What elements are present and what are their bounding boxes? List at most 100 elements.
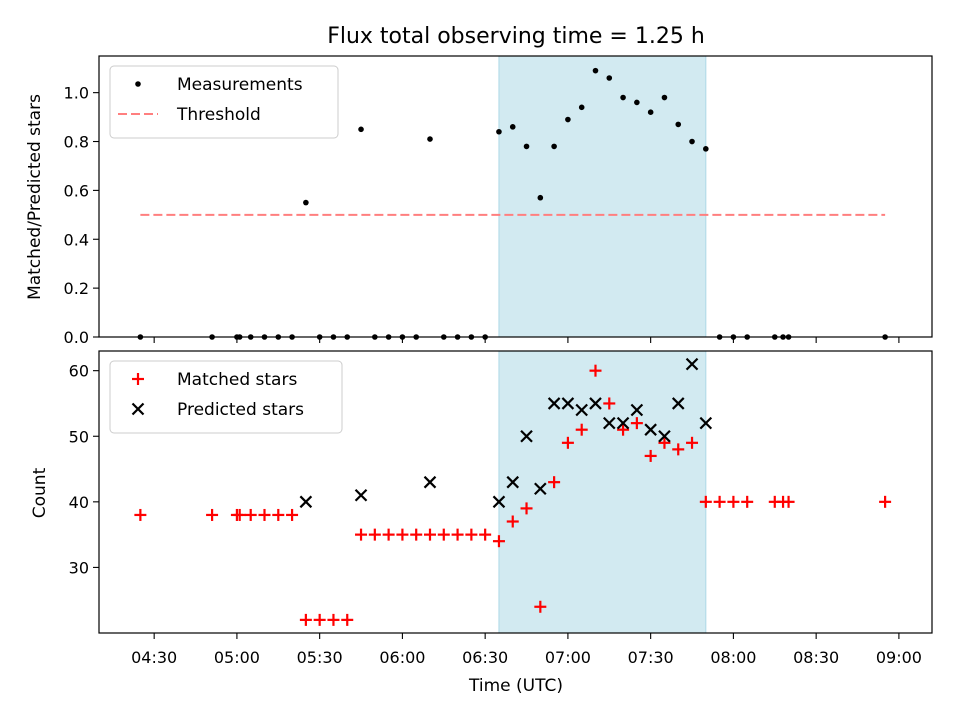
x-tick-label: 08:00 bbox=[710, 648, 756, 667]
measurement-point bbox=[634, 99, 640, 106]
legend-label: Predicted stars bbox=[177, 400, 304, 420]
matched-star-point bbox=[589, 364, 602, 377]
predicted-star-point bbox=[616, 416, 630, 430]
measurement-point bbox=[509, 124, 516, 130]
matched-star-point bbox=[506, 515, 519, 528]
matched-star-point bbox=[258, 508, 271, 521]
predicted-star-point bbox=[492, 495, 506, 509]
matched-star-point bbox=[313, 613, 326, 626]
legend-entry: Threshold bbox=[118, 105, 261, 125]
matched-star-point bbox=[272, 508, 285, 521]
matched-star-point bbox=[396, 528, 409, 541]
top-y-axis-label: Matched/Predicted stars bbox=[25, 94, 45, 300]
observing-window-shade-top bbox=[498, 55, 707, 338]
chart-title: Flux total observing time = 1.25 h bbox=[327, 24, 705, 49]
legend-box bbox=[109, 65, 339, 139]
predicted-star-point bbox=[354, 489, 368, 502]
bottom-legend: Matched stars Predicted stars bbox=[109, 360, 343, 434]
matched-star-point bbox=[327, 613, 340, 626]
matched-star-point bbox=[341, 613, 354, 626]
matched-star-point bbox=[286, 508, 299, 521]
measurement-point bbox=[303, 199, 309, 206]
predicted-star-point bbox=[299, 495, 313, 509]
x-tick-label: 06:00 bbox=[379, 648, 425, 667]
measurement-point bbox=[358, 126, 364, 133]
measurement-point bbox=[537, 194, 544, 201]
legend-entry: Matched stars bbox=[132, 370, 297, 390]
x-tick-label: 05:00 bbox=[214, 648, 260, 667]
top-x-ticks bbox=[153, 337, 900, 343]
predicted-star-point bbox=[671, 397, 685, 410]
predicted-star-point bbox=[630, 403, 644, 417]
y-tick-label: 0.2 bbox=[64, 279, 89, 298]
matched-star-point bbox=[520, 502, 533, 515]
predicted-star-point bbox=[534, 482, 547, 495]
bottom-plot-frame bbox=[98, 350, 933, 634]
measurement-point bbox=[496, 128, 502, 135]
measurement-point bbox=[647, 109, 654, 115]
measurement-point bbox=[606, 75, 613, 81]
top-panel: 0.0 0.2 0.4 0.6 0.8 1.0 Matched/Predicted sta… bbox=[25, 55, 933, 347]
measurement-point bbox=[427, 136, 433, 142]
matched-star-point bbox=[244, 508, 257, 521]
y-tick-label: 50 bbox=[69, 427, 89, 446]
observing-window-shade-bottom bbox=[498, 350, 707, 634]
legend-label: Threshold bbox=[176, 105, 261, 125]
matched-star-point bbox=[423, 528, 436, 541]
matched-star-point bbox=[134, 508, 147, 521]
measurement-point bbox=[592, 67, 599, 74]
matched-star-point bbox=[382, 528, 395, 541]
matched-star-point bbox=[741, 495, 754, 508]
matched-star-point bbox=[727, 495, 740, 508]
legend-marker-plus bbox=[132, 373, 144, 385]
predicted-star-point bbox=[658, 429, 671, 443]
measurement-point bbox=[523, 143, 530, 150]
top-legend: Measurements Threshold bbox=[109, 65, 339, 139]
measurement-point bbox=[551, 143, 557, 150]
predicted-star-point bbox=[423, 475, 437, 489]
matched-star-point bbox=[672, 443, 685, 456]
predicted-star-point bbox=[547, 397, 561, 410]
x-tick-label: 08:30 bbox=[793, 648, 839, 667]
matched-star-point bbox=[299, 613, 312, 626]
matched-star-point bbox=[658, 436, 671, 449]
predicted-star-point bbox=[506, 475, 520, 489]
matched-star-point bbox=[617, 423, 630, 436]
predicted-star-point bbox=[520, 429, 533, 443]
legend-label: Measurements bbox=[177, 75, 303, 95]
legend-entry: Measurements bbox=[135, 75, 303, 95]
y-tick-label: 0.4 bbox=[64, 230, 89, 249]
y-tick-label: 0.8 bbox=[64, 133, 89, 152]
matched-star-point bbox=[355, 528, 368, 541]
top-y-ticks: 0.0 0.2 0.4 0.6 0.8 1.0 bbox=[64, 84, 99, 347]
x-tick-label: 09:00 bbox=[876, 648, 922, 667]
matched-star-point bbox=[782, 495, 795, 508]
measurement-point bbox=[689, 138, 695, 145]
predicted-star-point bbox=[685, 357, 699, 371]
matched-star-point bbox=[644, 449, 657, 462]
legend-box bbox=[109, 360, 343, 434]
legend-label: Matched stars bbox=[177, 370, 297, 390]
measurement-point bbox=[565, 116, 571, 123]
predicted-star-point bbox=[575, 403, 588, 417]
matched-star-point bbox=[451, 528, 464, 541]
x-tick-label: 05:30 bbox=[297, 648, 343, 667]
x-tick-label: 06:30 bbox=[462, 648, 508, 667]
predicted-star-point bbox=[644, 423, 657, 436]
x-tick-label: 07:30 bbox=[628, 648, 674, 667]
y-tick-label: 0.6 bbox=[64, 181, 89, 200]
matched-star-point bbox=[879, 495, 892, 508]
measurement-point bbox=[620, 94, 626, 101]
matched-star-point bbox=[233, 508, 246, 521]
legend-marker-x bbox=[131, 402, 145, 416]
matched-star-point bbox=[630, 417, 643, 430]
measurement-point bbox=[675, 121, 682, 128]
legend-marker-dot bbox=[135, 81, 141, 87]
matched-star-point bbox=[548, 476, 561, 489]
x-tick-label: 04:30 bbox=[131, 648, 177, 667]
matched-star-point bbox=[206, 508, 219, 521]
matched-star-point bbox=[410, 528, 423, 541]
matched-star-point bbox=[479, 528, 492, 541]
